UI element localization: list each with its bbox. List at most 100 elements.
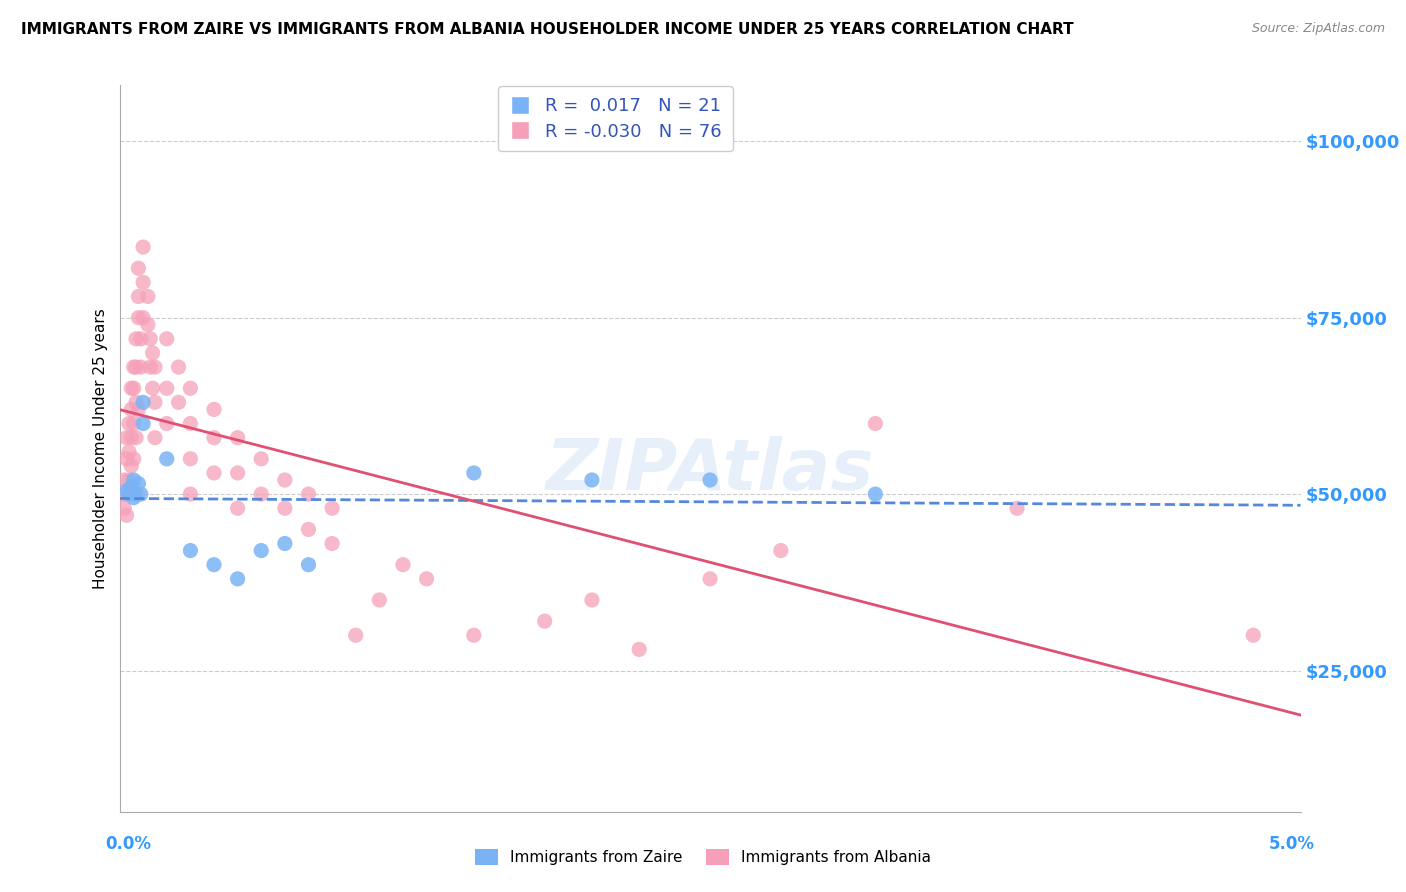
Point xyxy=(122,381,145,395)
Point xyxy=(115,431,138,445)
Point xyxy=(156,332,179,346)
Point xyxy=(136,318,159,332)
Point xyxy=(125,487,148,501)
Point xyxy=(179,417,201,431)
Point xyxy=(226,572,249,586)
Point xyxy=(143,395,166,409)
Point xyxy=(179,451,201,466)
Text: 5.0%: 5.0% xyxy=(1268,835,1315,853)
Point xyxy=(250,543,273,558)
Point xyxy=(274,473,297,487)
Point xyxy=(122,360,145,375)
Point xyxy=(129,487,152,501)
Point xyxy=(463,466,485,480)
Text: 0.0%: 0.0% xyxy=(105,835,152,853)
Point xyxy=(699,473,721,487)
Y-axis label: Householder Income Under 25 years: Householder Income Under 25 years xyxy=(93,308,108,589)
Point xyxy=(120,480,142,494)
Text: ZIPAtlas: ZIPAtlas xyxy=(546,435,875,505)
Point xyxy=(122,491,145,505)
Point xyxy=(120,381,142,395)
Point xyxy=(142,381,165,395)
Point xyxy=(118,473,141,487)
Point xyxy=(699,572,721,586)
Point xyxy=(132,417,155,431)
Point xyxy=(122,473,145,487)
Point xyxy=(143,360,166,375)
Point xyxy=(125,395,148,409)
Point xyxy=(202,558,225,572)
Point xyxy=(865,417,887,431)
Point xyxy=(118,417,141,431)
Text: Source: ZipAtlas.com: Source: ZipAtlas.com xyxy=(1251,22,1385,36)
Point xyxy=(368,593,391,607)
Point xyxy=(250,451,273,466)
Point xyxy=(115,508,138,523)
Point xyxy=(122,417,145,431)
Point xyxy=(179,381,201,395)
Point xyxy=(120,431,142,445)
Point xyxy=(321,536,343,550)
Point xyxy=(132,240,155,254)
Point xyxy=(274,501,297,516)
Point xyxy=(202,402,225,417)
Point xyxy=(122,451,145,466)
Point xyxy=(179,487,201,501)
Legend: R =  0.017   N = 21, R = -0.030   N = 76: R = 0.017 N = 21, R = -0.030 N = 76 xyxy=(498,87,733,152)
Point xyxy=(143,431,166,445)
Legend: Immigrants from Zaire, Immigrants from Albania: Immigrants from Zaire, Immigrants from A… xyxy=(470,843,936,871)
Point xyxy=(167,360,190,375)
Point xyxy=(156,451,179,466)
Point xyxy=(115,487,138,501)
Point xyxy=(127,476,149,491)
Point xyxy=(127,310,149,325)
Point xyxy=(865,487,887,501)
Point xyxy=(297,522,319,536)
Point xyxy=(1005,501,1028,516)
Point xyxy=(125,360,148,375)
Point xyxy=(132,310,155,325)
Point xyxy=(463,628,485,642)
Point xyxy=(120,402,142,417)
Point xyxy=(139,360,162,375)
Point xyxy=(167,395,190,409)
Point xyxy=(139,332,162,346)
Point xyxy=(581,473,603,487)
Point xyxy=(179,543,201,558)
Point xyxy=(297,487,319,501)
Point xyxy=(1241,628,1264,642)
Point xyxy=(769,543,792,558)
Point xyxy=(132,276,155,290)
Point xyxy=(129,332,152,346)
Point xyxy=(226,501,249,516)
Point xyxy=(112,501,135,516)
Point xyxy=(156,381,179,395)
Point xyxy=(129,360,152,375)
Point xyxy=(125,431,148,445)
Point xyxy=(226,431,249,445)
Point xyxy=(415,572,437,586)
Point xyxy=(125,332,148,346)
Point xyxy=(274,536,297,550)
Point xyxy=(581,593,603,607)
Point xyxy=(112,473,135,487)
Point xyxy=(112,487,135,501)
Point xyxy=(127,402,149,417)
Point xyxy=(142,346,165,360)
Point xyxy=(628,642,651,657)
Point xyxy=(533,614,555,628)
Point xyxy=(115,451,138,466)
Point xyxy=(118,444,141,458)
Text: IMMIGRANTS FROM ZAIRE VS IMMIGRANTS FROM ALBANIA HOUSEHOLDER INCOME UNDER 25 YEA: IMMIGRANTS FROM ZAIRE VS IMMIGRANTS FROM… xyxy=(21,22,1074,37)
Point xyxy=(115,483,138,498)
Point xyxy=(118,487,141,501)
Point xyxy=(297,558,319,572)
Point xyxy=(202,431,225,445)
Point xyxy=(392,558,415,572)
Point xyxy=(132,395,155,409)
Point xyxy=(127,289,149,303)
Point xyxy=(344,628,367,642)
Point xyxy=(321,501,343,516)
Point xyxy=(127,261,149,276)
Point xyxy=(250,487,273,501)
